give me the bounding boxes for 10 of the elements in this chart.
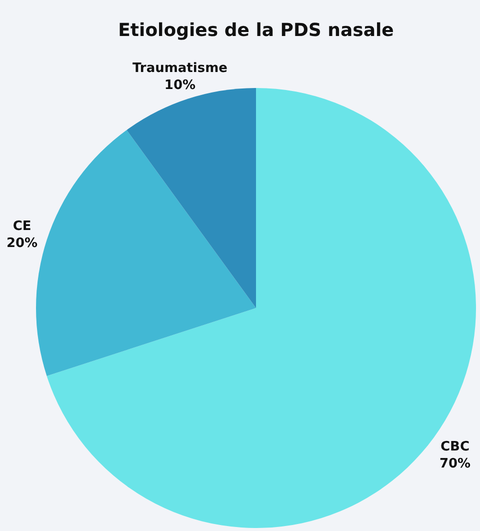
data-label: 20% [6,236,38,251]
chart-title: Etiologies de la PDS nasale [118,20,394,41]
slice-label: CBC [440,440,470,455]
data-label: 10% [164,78,196,94]
pie-slice [126,88,256,308]
pie-slice [36,130,256,376]
data-label: 70% [439,456,471,472]
slice-label: CE [12,218,32,234]
slice-label: Traumatisme [132,61,228,76]
pie-slice [46,88,476,528]
